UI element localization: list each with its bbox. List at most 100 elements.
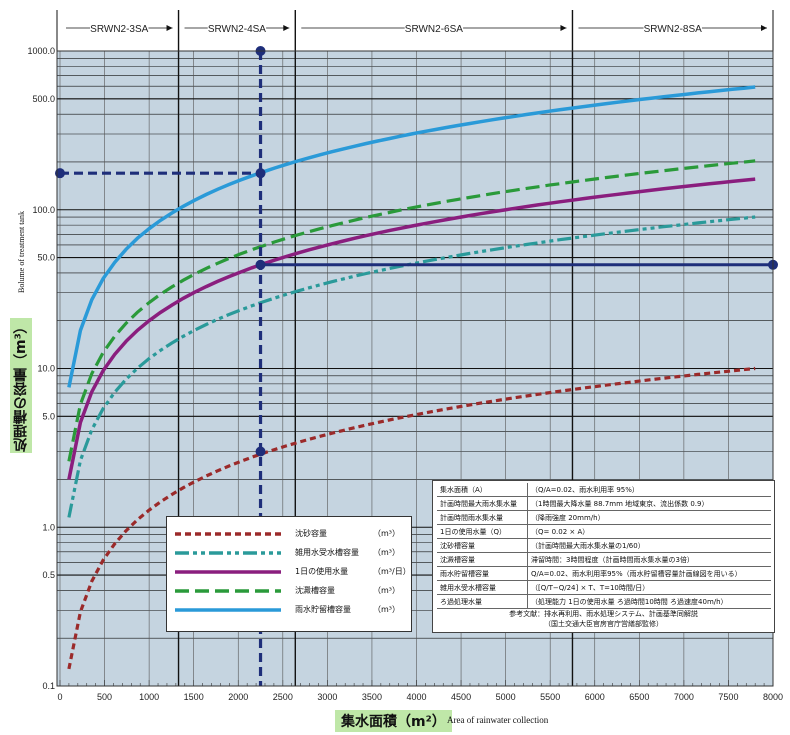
- info-row: 雑用水受水槽容量 （[Q/T−Q/24] × T、T=10時間/日）: [437, 580, 771, 595]
- y-tick-label: 5.0: [42, 411, 55, 421]
- guide-point: [255, 446, 266, 457]
- info-key: ろ過処理水量: [437, 594, 528, 609]
- series-line: [67, 215, 756, 518]
- info-value: （1時間最大降水量 88.7mm 地域東京、流出係数 0.9）: [527, 496, 771, 511]
- reference-note: 参考文献：排水再利用、雨水処理システム、計画基準同解説 （国土交通大臣官房官庁営…: [433, 609, 774, 629]
- y-axis-label: 処理槽の容量（m³）: [10, 318, 32, 453]
- info-value: （Q= 0.02 × A）: [527, 524, 771, 539]
- y-tick-label: 0.5: [42, 570, 55, 580]
- guide-point: [255, 168, 266, 179]
- band-header: [57, 0, 773, 51]
- legend-item: 雨水貯留槽容量 （m³）: [167, 601, 411, 619]
- band-arrowhead: [283, 25, 290, 31]
- band-label: SRWN2-3SA: [90, 24, 148, 35]
- legend-swatch: [175, 570, 281, 574]
- legend-item: 沈砂容量 （m³）: [167, 525, 411, 543]
- info-row: 沈砂槽容量 （計画時間最大雨水集水量の1/60）: [437, 538, 771, 553]
- legend-swatch: [175, 608, 281, 612]
- info-value: （処理能力 1日の使用水量 ろ過時間10時間 ろ過速度40m/h）: [527, 594, 771, 609]
- x-axis-label: 集水面積（m²）: [335, 710, 452, 732]
- info-key: 雨水貯留槽容量: [437, 566, 528, 581]
- info-key: 計画時間最大雨水集水量: [437, 496, 528, 511]
- info-value: （[Q/T−Q/24] × T、T=10時間/日）: [527, 580, 771, 595]
- x-tick-label: 6500: [629, 692, 649, 702]
- band-arrowhead: [761, 25, 767, 31]
- x-tick-label: 4000: [406, 692, 426, 702]
- series-line: [67, 177, 756, 480]
- info-key: 計画時間雨水集水量: [437, 510, 528, 525]
- x-axis-label-en: Area of rainwater collection: [447, 715, 549, 725]
- x-tick-label: 7000: [674, 692, 694, 702]
- x-tick-label: 8000: [763, 692, 783, 702]
- legend-unit: （m³）: [373, 605, 400, 614]
- info-row: 計画時間雨水集水量 （降雨強度 20mm/h）: [437, 510, 771, 525]
- legend-label: 沈砂容量: [295, 529, 327, 538]
- info-row: 雨水貯留槽容量 Q/A=0.02、雨水利用率95%（雨水貯留槽容量計画線図を用いる…: [437, 566, 771, 581]
- reference-line-1: 参考文献：排水再利用、雨水処理システム、計画基準同解説: [509, 610, 698, 618]
- guide-point: [255, 259, 266, 270]
- legend-label: 雑用水受水槽容量: [295, 548, 359, 557]
- info-row: ろ過処理水量 （処理能力 1日の使用水量 ろ過時間10時間 ろ過速度40m/h）: [437, 594, 771, 609]
- y-tick-label: 10.0: [37, 364, 55, 374]
- y-tick-labels: 0.1 0.5 1.0 5.0 10.0 50.0 100.0 500.0 1000.0: [27, 46, 55, 691]
- series-line: [67, 366, 756, 670]
- x-tick-label: 2500: [273, 692, 293, 702]
- info-value: Q/A=0.02、雨水利用率95%（雨水貯留槽容量計画線図を用いる）: [527, 566, 771, 581]
- y-axis-label-en: Bolume of treatment tank: [17, 211, 26, 294]
- x-tick-labels: 0 500 1000 1500 2000 2500 3000 3500 4000 4500 5000…: [57, 692, 783, 702]
- band-arrowhead: [560, 25, 567, 31]
- reference-line-2: （国土交通大臣官房官庁営繕部監修）: [544, 620, 663, 628]
- legend-unit: （m³）: [373, 586, 400, 595]
- legend-swatch: [175, 532, 281, 536]
- legend-swatch: [175, 589, 281, 593]
- info-row: 沈澱槽容量 滞留時間：3時間程度（計画時間雨水集水量の3倍）: [437, 552, 771, 567]
- band-arrowhead: [166, 25, 173, 31]
- series-lines: [67, 85, 756, 670]
- info-table: 集水面積（A） （Q/A=0.02、雨水利用率 95%） 計画時間最大雨水集水量 （1…: [432, 480, 775, 633]
- info-value: （降雨強度 20mm/h）: [527, 510, 771, 525]
- info-key: 沈砂槽容量: [437, 538, 528, 553]
- x-tick-label: 4500: [451, 692, 471, 702]
- legend-unit: （m³）: [373, 529, 400, 538]
- y-tick-label: 0.1: [42, 681, 55, 691]
- info-key: 沈澱槽容量: [437, 552, 528, 567]
- info-value: （Q/A=0.02、雨水利用率 95%）: [527, 483, 771, 497]
- series-line: [67, 85, 756, 388]
- band-label: SRWN2-8SA: [644, 24, 702, 35]
- y-tick-label: 1000.0: [27, 46, 55, 56]
- x-tick-label: 5500: [540, 692, 560, 702]
- x-tick-label: 3000: [317, 692, 337, 702]
- info-row: 計画時間最大雨水集水量 （1時間最大降水量 88.7mm 地域東京、流出係数 0.…: [437, 496, 771, 511]
- y-tick-label: 1.0: [42, 522, 55, 532]
- legend-unit: （m³）: [373, 548, 400, 557]
- x-tick-label: 3500: [362, 692, 382, 702]
- plot-frame: [56, 50, 774, 687]
- legend-swatch: [175, 551, 281, 555]
- x-tick-label: 500: [97, 692, 112, 702]
- x-tick-label: 0: [57, 692, 62, 702]
- legend-label: 1日の使用水量: [295, 567, 349, 576]
- x-tick-label: 7500: [718, 692, 738, 702]
- info-value: （計画時間最大雨水集水量の1/60）: [527, 538, 771, 553]
- x-tick-label: 2000: [228, 692, 248, 702]
- band-label: SRWN2-6SA: [405, 24, 463, 35]
- guide-lines: [55, 46, 778, 686]
- band-label: SRWN2-4SA: [208, 24, 266, 35]
- info-key: 雑用水受水槽容量: [437, 580, 528, 595]
- info-key: 集水面積（A）: [437, 483, 528, 497]
- legend-label: 沈澱槽容量: [295, 586, 335, 595]
- y-tick-label: 100.0: [32, 205, 55, 215]
- legend-item: 1日の使用水量 （m³/日）: [167, 563, 411, 581]
- x-tick-label: 1000: [139, 692, 159, 702]
- legend-item: 沈澱槽容量 （m³）: [167, 582, 411, 600]
- y-tick-label: 500.0: [32, 94, 55, 104]
- y-tick-label: 50.0: [37, 253, 55, 263]
- x-tick-label: 6000: [585, 692, 605, 702]
- info-row: 1日の使用水量（Q） （Q= 0.02 × A）: [437, 524, 771, 539]
- legend-label: 雨水貯留槽容量: [295, 605, 351, 614]
- x-tick-label: 5000: [496, 692, 516, 702]
- series-line: [67, 159, 756, 462]
- info-row: 集水面積（A） （Q/A=0.02、雨水利用率 95%）: [437, 483, 771, 497]
- legend: 沈砂容量 （m³） 雑用水受水槽容量 （m³） 1日の使用水量 （m³/日） 沈澱槽容量 （m…: [166, 516, 412, 632]
- legend-item: 雑用水受水槽容量 （m³）: [167, 544, 411, 562]
